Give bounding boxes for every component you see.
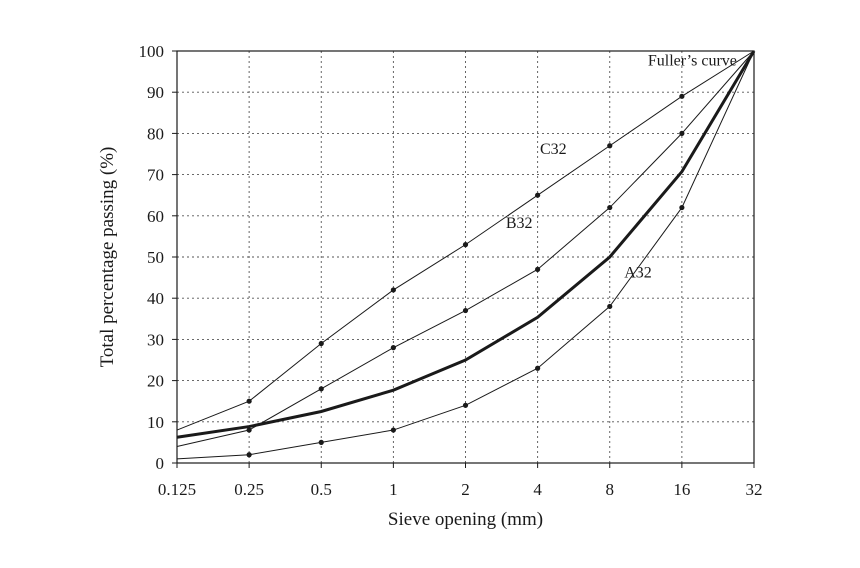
series-b32: B32: [176, 50, 755, 448]
y-tick-label: 90: [147, 83, 164, 102]
series-a32: A32: [176, 50, 755, 460]
y-tick-label: 20: [147, 372, 164, 391]
x-tick-label: 0.25: [234, 480, 264, 499]
data-point: [246, 427, 252, 433]
y-tick-label: 50: [147, 248, 164, 267]
data-point: [246, 452, 252, 458]
x-tick-label: 16: [673, 480, 690, 499]
x-axis-title: Sieve opening (mm): [388, 509, 543, 530]
series-line: [176, 50, 756, 439]
x-tick-label: 32: [746, 480, 763, 499]
x-tick-label: 0.5: [311, 480, 332, 499]
y-tick-label: 70: [147, 166, 164, 185]
series-label: B32: [506, 215, 533, 232]
data-point: [246, 398, 252, 404]
series-fuller-s-curve: Fuller’s curve: [176, 50, 756, 439]
data-point: [462, 307, 469, 314]
y-tick-label: 10: [147, 413, 164, 432]
series-label: A32: [624, 265, 652, 282]
x-tick-label: 8: [606, 480, 615, 499]
y-tick-label: 80: [147, 124, 164, 143]
series-c32: C32: [176, 50, 755, 431]
x-tick-label: 4: [533, 480, 542, 499]
x-tick-label: 0.125: [158, 480, 196, 499]
grid: [177, 51, 754, 463]
data-point: [607, 303, 613, 310]
data-point: [679, 93, 685, 99]
data-point: [535, 266, 541, 272]
y-tick-label: 0: [156, 454, 165, 473]
y-tick-label: 100: [139, 42, 165, 61]
data-point: [607, 143, 613, 149]
data-point: [679, 130, 685, 136]
y-tick-label: 60: [147, 207, 164, 226]
axis-ticks: 0.125 0.25 0.5 1 2 4 8 16 32 0 10 20 30 40 50 60 70 80 90 1…: [139, 42, 763, 499]
data-point: [390, 287, 396, 293]
data-point: [318, 439, 324, 445]
data-point: [462, 242, 469, 248]
data-point: [535, 365, 541, 371]
x-tick-label: 2: [461, 480, 470, 499]
x-tick-label: 1: [389, 480, 398, 499]
y-axis-title: Total percentage passing (%): [97, 147, 118, 368]
data-point: [390, 345, 396, 351]
series-layer: A32 B32 C32 Fuller’s curve: [176, 50, 756, 460]
data-point: [535, 192, 541, 198]
data-point: [318, 386, 324, 392]
data-point: [318, 340, 324, 347]
series-label: C32: [540, 141, 567, 158]
y-tick-label: 40: [147, 289, 164, 308]
series-label: Fuller’s curve: [648, 52, 737, 69]
data-point: [607, 204, 613, 211]
data-point: [390, 427, 396, 433]
data-point: [462, 402, 469, 408]
data-point: [679, 204, 685, 211]
y-tick-label: 30: [147, 330, 164, 349]
